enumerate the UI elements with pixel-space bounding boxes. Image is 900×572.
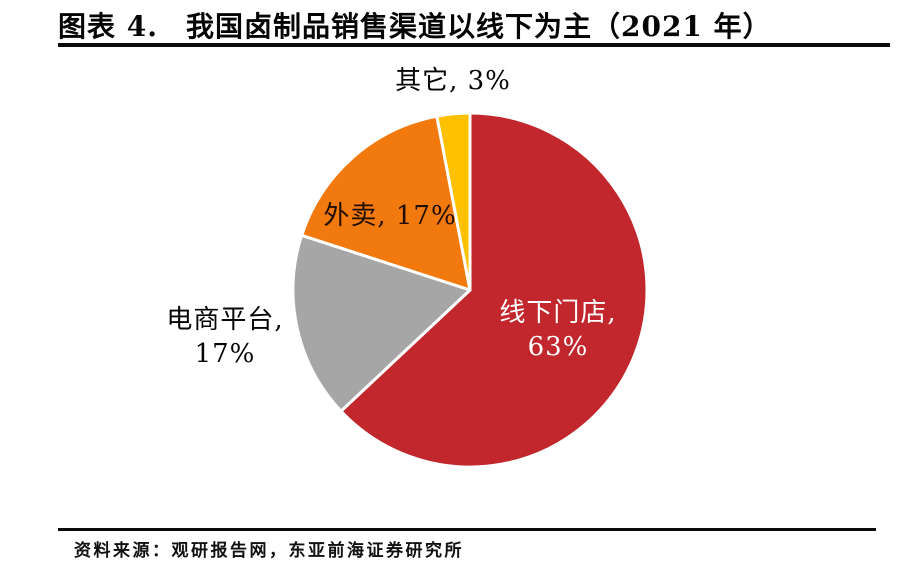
- pie-label-ecommerce: 电商平台, 17%: [130, 303, 320, 371]
- pie-slice-2: [291, 233, 472, 413]
- pie-chart: [291, 111, 649, 469]
- pie-label-line: 线下门店,: [499, 298, 617, 328]
- pie-slice-3: [300, 114, 472, 292]
- figure-header: 图表 4. 我国卤制品销售渠道以线下为主（2021 年）: [58, 5, 892, 45]
- figure-number: 图表 4.: [58, 10, 158, 43]
- footer-rule: [58, 528, 876, 531]
- source-note: 资料来源：观研报告网，东亚前海证券研究所: [74, 541, 464, 561]
- pie-label-other: 其它, 3%: [358, 64, 548, 98]
- pie-label-line: 17%: [194, 339, 256, 369]
- pie-label-line: 63%: [527, 332, 589, 362]
- figure-title: 我国卤制品销售渠道以线下为主（2021 年）: [185, 10, 772, 43]
- pie-label-line: 外卖, 17%: [323, 201, 457, 231]
- header-rule: [58, 43, 890, 47]
- pie-label-takeout: 外卖, 17%: [295, 199, 485, 233]
- pie-slice-4: [435, 111, 472, 292]
- pie-slice-1: [339, 111, 649, 469]
- pie-label-line: 电商平台,: [166, 305, 284, 335]
- pie-label-offline-stores: 线下门店, 63%: [463, 296, 653, 364]
- pie-label-line: 其它, 3%: [395, 66, 511, 96]
- pie-chart-area: 其它, 3% 外卖, 17% 电商平台, 17% 线下门店, 63%: [0, 52, 900, 522]
